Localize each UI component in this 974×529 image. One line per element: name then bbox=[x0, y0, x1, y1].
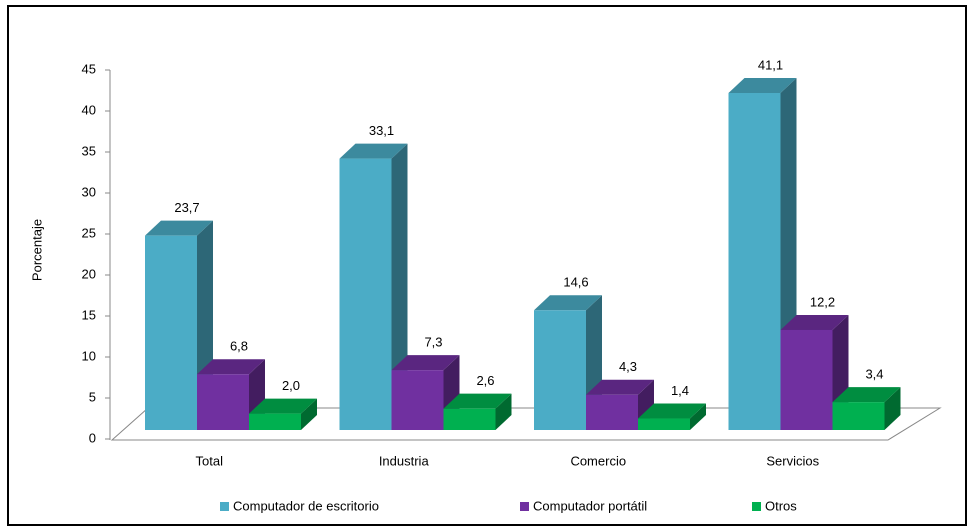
bar-side bbox=[495, 393, 512, 430]
bar-side bbox=[391, 143, 408, 430]
bar-top bbox=[832, 387, 901, 403]
legend-label: Computador portátil bbox=[533, 498, 647, 513]
legend-swatch bbox=[220, 502, 229, 511]
bar-top bbox=[145, 220, 213, 236]
y-tick-label: 30 bbox=[82, 184, 96, 199]
x-tick-label: Industria bbox=[379, 453, 430, 468]
value-label: 2,0 bbox=[282, 378, 300, 393]
value-label: 4,3 bbox=[619, 359, 637, 374]
value-label: 14,6 bbox=[563, 275, 588, 290]
bar bbox=[780, 329, 833, 430]
bar bbox=[145, 235, 197, 430]
legend-swatch bbox=[520, 502, 529, 511]
bar bbox=[832, 402, 885, 430]
bar-top bbox=[391, 355, 460, 371]
value-label: 1,4 bbox=[671, 383, 689, 398]
bar-side bbox=[301, 398, 317, 430]
value-label: 7,3 bbox=[424, 335, 442, 350]
x-tick-label: Comercio bbox=[570, 453, 626, 468]
bar bbox=[197, 374, 249, 430]
bar-top bbox=[534, 295, 602, 311]
bar bbox=[728, 92, 781, 430]
bar bbox=[339, 158, 392, 430]
bar-top bbox=[728, 77, 797, 93]
legend-swatch bbox=[752, 502, 761, 511]
value-label: 41,1 bbox=[758, 57, 783, 72]
value-label: 2,6 bbox=[476, 373, 494, 388]
bar bbox=[638, 418, 690, 430]
y-tick-label: 35 bbox=[82, 143, 96, 158]
bar-side bbox=[884, 387, 901, 430]
bar-top bbox=[638, 403, 706, 419]
bar bbox=[391, 370, 444, 430]
y-tick-label: 40 bbox=[82, 102, 96, 117]
y-tick-label: 15 bbox=[82, 307, 96, 322]
chart-border bbox=[7, 5, 967, 526]
value-label: 12,2 bbox=[810, 294, 835, 309]
bar bbox=[586, 394, 638, 430]
y-tick-label: 25 bbox=[82, 225, 96, 240]
bar-side bbox=[690, 403, 706, 430]
y-axis-label: Porcentaje bbox=[29, 219, 44, 281]
bar-top bbox=[339, 143, 408, 159]
bar-top bbox=[780, 314, 849, 330]
y-tick-label: 10 bbox=[82, 348, 96, 363]
value-label: 3,4 bbox=[865, 367, 883, 382]
x-tick-label: Total bbox=[196, 453, 224, 468]
bar bbox=[443, 408, 496, 430]
y-tick-label: 0 bbox=[89, 430, 96, 445]
y-tick-label: 20 bbox=[82, 266, 96, 281]
y-tick-label: 5 bbox=[89, 389, 96, 404]
bar bbox=[249, 413, 301, 430]
y-tick-label: 45 bbox=[82, 61, 96, 76]
bar-top bbox=[249, 398, 317, 414]
legend-label: Computador de escritorio bbox=[233, 498, 379, 513]
bar-top bbox=[443, 393, 512, 409]
bar-top bbox=[197, 359, 265, 375]
value-label: 6,8 bbox=[230, 339, 248, 354]
value-label: 33,1 bbox=[369, 123, 394, 138]
bar-top bbox=[586, 379, 654, 395]
bar bbox=[534, 310, 586, 430]
value-label: 23,7 bbox=[174, 200, 199, 215]
legend-label: Otros bbox=[765, 498, 797, 513]
x-tick-label: Servicios bbox=[766, 453, 819, 468]
